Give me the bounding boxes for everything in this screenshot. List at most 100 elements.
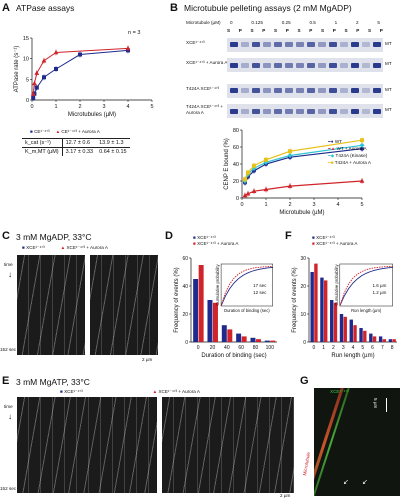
data-point — [288, 149, 292, 154]
time-arrow-icon: ↓ — [8, 412, 12, 421]
gel-band — [318, 109, 326, 114]
gel-band — [329, 42, 337, 47]
data-point — [32, 80, 37, 86]
gel-band — [362, 63, 370, 68]
x-tick-label: 6 — [371, 345, 374, 351]
gel-band — [318, 42, 326, 47]
inset-legend-2: 1.2 µm — [373, 290, 387, 295]
panel-a-legend: ■ CE¹⁻⁴⁷³ ▲ CE¹⁻⁴⁷³ + Aurora A — [30, 129, 100, 135]
gel-band — [285, 63, 293, 68]
inset-y-label: Cumulative probability — [334, 263, 339, 305]
scale-bar-line-g — [386, 398, 387, 412]
kymograph-e-2 — [162, 397, 294, 493]
data-point — [252, 163, 256, 168]
x-tick-label: 5 — [361, 345, 364, 351]
x-tick-label: 2 — [288, 202, 291, 208]
legend-a-item-1: ■ CE¹⁻⁴⁷³ — [30, 129, 50, 134]
x-tick-label: 20 — [210, 345, 216, 351]
x-tick-label: 0 — [312, 345, 315, 351]
x-tick-label: 8 — [391, 345, 394, 351]
gel-band — [373, 109, 381, 114]
panel-c-letter: C — [2, 230, 10, 242]
gel-band — [329, 109, 337, 114]
gel-band — [329, 63, 337, 68]
bar — [198, 265, 204, 342]
time-label-e: time — [4, 404, 13, 409]
data-point — [246, 170, 250, 175]
panel-b-title: Microtubule pelleting assays (2 mM MgADP… — [184, 3, 352, 13]
inset-x-label: Duration of binding (sec) — [224, 308, 270, 313]
gel-row-label: T424A XCE¹⁻⁴⁷³ — [186, 86, 220, 91]
y-tick-label: 30 — [300, 256, 306, 262]
legend-b-item: ━▲ WT + Aurora A — [328, 146, 367, 151]
y-tick-label: 80 — [233, 128, 239, 134]
panel-a-letter: A — [2, 2, 10, 14]
bar — [250, 337, 256, 342]
gel-band — [285, 42, 293, 47]
gel-band — [230, 42, 238, 47]
y-tick-label: 0 — [26, 98, 29, 104]
bar — [241, 336, 247, 342]
gel-band — [307, 109, 315, 114]
data-point — [54, 67, 58, 71]
panel-e-title: 3 mM MgATP, 33°C — [16, 377, 90, 387]
gel-band — [307, 88, 315, 93]
bar — [212, 302, 218, 342]
scale-bar-e: 2 µm — [280, 493, 291, 498]
y-tick-label: 5 — [26, 77, 29, 83]
microscopy-image-g — [314, 388, 400, 496]
gel-band — [340, 109, 348, 114]
bar — [324, 280, 328, 342]
red-channel-label: Microtubule — [302, 451, 312, 476]
x-axis-label: Microtubule (µM) — [279, 210, 324, 216]
panel-b-legend: ━● WT ━▲ WT + Aurora A ━◆ T424A (Kinase)… — [328, 138, 371, 166]
bar — [363, 330, 367, 342]
arrow-icon: ↙ — [343, 479, 349, 486]
bar — [320, 277, 324, 342]
gel-row-label: XCE¹⁻⁴⁷³ — [186, 40, 205, 45]
gel-band — [230, 109, 238, 114]
bar — [333, 302, 338, 342]
inset-curve — [339, 266, 393, 307]
gel-band — [318, 63, 326, 68]
gel-band — [252, 63, 260, 68]
bar — [353, 325, 357, 342]
bar — [343, 316, 347, 342]
time-scale-e: 152 sec — [0, 486, 17, 491]
gel-band — [252, 109, 260, 114]
y-tick-label: 20 — [233, 179, 239, 185]
bar — [378, 336, 383, 342]
legend-b-item: ━● WT — [328, 139, 342, 144]
x-tick-label: 4 — [126, 104, 129, 110]
data-point — [245, 191, 251, 196]
gel-band — [351, 109, 359, 114]
data-point — [34, 85, 39, 90]
legend-e-item-2: ▲ XCE¹⁻⁴⁷³ + Aurora A — [152, 389, 200, 394]
gel-band — [362, 109, 370, 114]
gel-band — [241, 109, 249, 114]
gel-band — [241, 88, 249, 93]
x-tick-label: 40 — [224, 345, 230, 351]
data-point — [359, 142, 365, 148]
y-tick-label: 40 — [182, 284, 188, 290]
gel-band — [252, 88, 260, 93]
bar — [310, 272, 314, 342]
gel-band — [241, 63, 249, 68]
x-tick-label: 3 — [342, 345, 345, 351]
bar — [255, 339, 261, 342]
gel-band — [285, 88, 293, 93]
green-channel-label: XCE¹⁻⁴⁷³ — [330, 389, 349, 394]
x-tick-label: 3 — [312, 202, 315, 208]
bar — [270, 340, 276, 342]
inset-y-label: Cumulative probability — [215, 263, 220, 305]
gel-band — [274, 109, 282, 114]
x-axis-label: Run length (µm) — [331, 353, 374, 359]
bar — [359, 328, 363, 342]
panel-e-legend: ■ XCE¹⁻⁴⁷³ ▲ XCE¹⁻⁴⁷³ + Aurora A — [60, 389, 200, 395]
gel-band — [373, 88, 381, 93]
gel-side-label: MT — [385, 87, 392, 92]
table-row: K_m,MT (µM) 3.17 ± 0.33 0.64 ± 0.15 — [22, 147, 130, 156]
data-point — [264, 157, 268, 162]
gel-band — [373, 63, 381, 68]
